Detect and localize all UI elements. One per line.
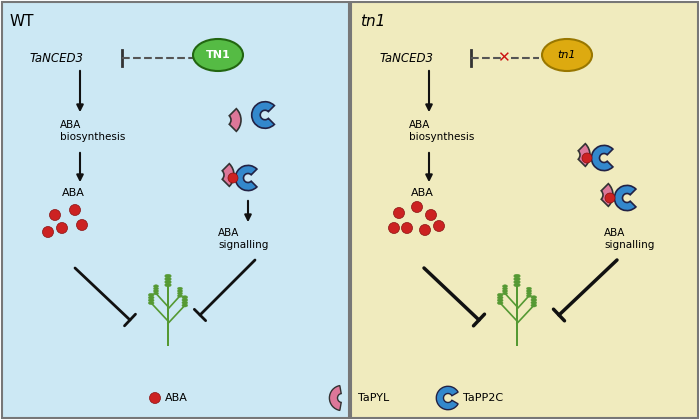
Ellipse shape: [164, 280, 172, 284]
Ellipse shape: [182, 298, 188, 302]
Ellipse shape: [531, 298, 537, 302]
Circle shape: [412, 202, 423, 213]
Ellipse shape: [503, 292, 507, 295]
Wedge shape: [615, 185, 636, 210]
Wedge shape: [592, 145, 613, 171]
Ellipse shape: [531, 301, 537, 304]
Wedge shape: [330, 386, 341, 410]
Circle shape: [150, 393, 160, 404]
Text: ABA: ABA: [409, 120, 430, 130]
Circle shape: [43, 226, 53, 237]
Wedge shape: [578, 144, 590, 166]
Ellipse shape: [497, 302, 503, 304]
Ellipse shape: [497, 299, 503, 302]
Ellipse shape: [526, 289, 531, 292]
Ellipse shape: [193, 39, 243, 71]
Ellipse shape: [514, 283, 520, 287]
Circle shape: [402, 223, 412, 234]
Ellipse shape: [148, 299, 154, 302]
Bar: [351, 2, 698, 418]
Text: ABA: ABA: [60, 120, 81, 130]
Ellipse shape: [526, 294, 531, 297]
Text: ✕: ✕: [496, 50, 510, 66]
Text: ABA: ABA: [62, 188, 85, 198]
Ellipse shape: [148, 293, 154, 297]
Circle shape: [389, 223, 400, 234]
Ellipse shape: [178, 287, 183, 290]
Ellipse shape: [497, 293, 503, 297]
Ellipse shape: [182, 296, 188, 299]
Ellipse shape: [514, 277, 520, 281]
Text: TaPP2C: TaPP2C: [463, 393, 503, 403]
Text: biosynthesis: biosynthesis: [60, 132, 125, 142]
Ellipse shape: [148, 302, 154, 304]
Text: ABA: ABA: [165, 393, 188, 403]
Circle shape: [69, 205, 80, 215]
Text: ABA: ABA: [411, 188, 434, 198]
Ellipse shape: [503, 289, 507, 292]
Text: signalling: signalling: [604, 240, 655, 250]
Ellipse shape: [531, 304, 537, 307]
Ellipse shape: [178, 289, 183, 292]
Circle shape: [605, 193, 615, 203]
Text: tn1: tn1: [558, 50, 576, 60]
Ellipse shape: [164, 277, 172, 281]
Ellipse shape: [182, 301, 188, 304]
Text: TaNCED3: TaNCED3: [379, 52, 433, 65]
Ellipse shape: [178, 294, 183, 297]
Ellipse shape: [503, 287, 507, 290]
Circle shape: [50, 210, 60, 221]
Wedge shape: [601, 184, 613, 206]
Ellipse shape: [148, 296, 154, 299]
Ellipse shape: [153, 289, 158, 292]
Bar: [2, 2, 349, 418]
Ellipse shape: [514, 280, 520, 284]
Text: biosynthesis: biosynthesis: [409, 132, 475, 142]
Wedge shape: [235, 165, 257, 191]
Ellipse shape: [497, 296, 503, 299]
Circle shape: [419, 225, 430, 236]
Text: WT: WT: [10, 14, 34, 29]
Circle shape: [228, 173, 238, 183]
Circle shape: [57, 223, 67, 234]
Circle shape: [433, 220, 444, 231]
Circle shape: [393, 207, 405, 218]
Circle shape: [76, 220, 88, 231]
Wedge shape: [252, 102, 274, 128]
Ellipse shape: [503, 285, 507, 288]
Wedge shape: [222, 164, 234, 186]
Ellipse shape: [164, 274, 172, 278]
Text: TN1: TN1: [206, 50, 230, 60]
Ellipse shape: [542, 39, 592, 71]
Circle shape: [582, 153, 592, 163]
Text: ABA: ABA: [604, 228, 625, 238]
Ellipse shape: [153, 287, 158, 290]
Ellipse shape: [153, 292, 158, 295]
Wedge shape: [229, 109, 241, 131]
Text: ABA: ABA: [218, 228, 239, 238]
Text: TaNCED3: TaNCED3: [30, 52, 84, 65]
Ellipse shape: [153, 285, 158, 288]
Ellipse shape: [531, 296, 537, 299]
Ellipse shape: [514, 274, 520, 278]
Circle shape: [426, 210, 437, 221]
Wedge shape: [436, 386, 458, 410]
Ellipse shape: [526, 292, 531, 295]
Ellipse shape: [182, 304, 188, 307]
Ellipse shape: [178, 292, 183, 295]
Text: TaPYL: TaPYL: [358, 393, 389, 403]
Ellipse shape: [164, 283, 172, 287]
Ellipse shape: [526, 287, 531, 290]
Text: tn1: tn1: [360, 14, 386, 29]
Text: signalling: signalling: [218, 240, 268, 250]
